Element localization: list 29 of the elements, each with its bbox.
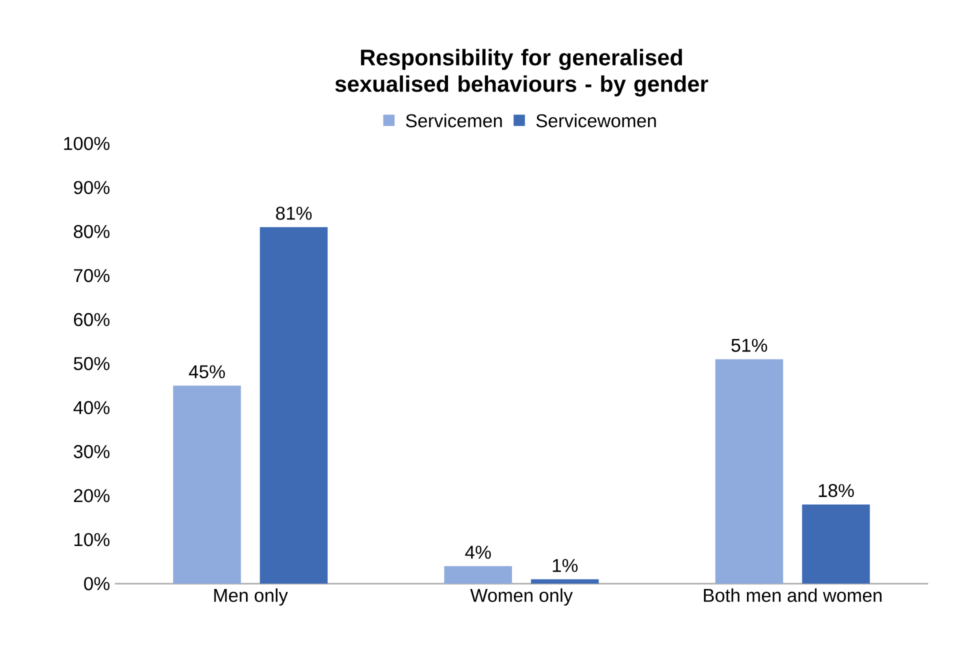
data-label: 45% bbox=[188, 365, 225, 378]
bar bbox=[802, 504, 870, 584]
y-tick-label: 80% bbox=[74, 225, 110, 238]
x-tick-label: Men only bbox=[214, 588, 288, 606]
y-tick-label: 40% bbox=[73, 401, 110, 414]
legend-label: Servicemen bbox=[406, 114, 502, 128]
x-tick-label: Both men and women bbox=[704, 588, 882, 602]
chart-title: Responsibility for generalised sexualised behaviours - by gender bbox=[335, 49, 708, 97]
legend-label: Servicewomen bbox=[536, 114, 656, 128]
bar bbox=[444, 566, 512, 584]
y-tick-label: 30% bbox=[74, 445, 110, 458]
data-label: 51% bbox=[731, 338, 768, 352]
data-label: 4% bbox=[465, 546, 491, 559]
y-tick-label: 50% bbox=[74, 357, 110, 370]
y-tick-label: 100% bbox=[64, 137, 110, 150]
data-label: 18% bbox=[818, 484, 854, 498]
y-tick-label: 90% bbox=[74, 181, 110, 194]
bar bbox=[260, 227, 328, 584]
bar bbox=[173, 386, 241, 584]
x-tick-label: Women only bbox=[470, 588, 573, 606]
data-label: 81% bbox=[276, 206, 312, 220]
y-tick-label: 70% bbox=[74, 269, 110, 282]
bar bbox=[530, 579, 599, 584]
y-tick-label: 60% bbox=[74, 313, 110, 326]
data-label: 1% bbox=[552, 559, 578, 572]
y-tick-label: 0% bbox=[84, 577, 110, 590]
y-tick-label: 10% bbox=[74, 533, 110, 546]
bar bbox=[715, 359, 784, 584]
y-tick-label: 20% bbox=[74, 489, 110, 502]
